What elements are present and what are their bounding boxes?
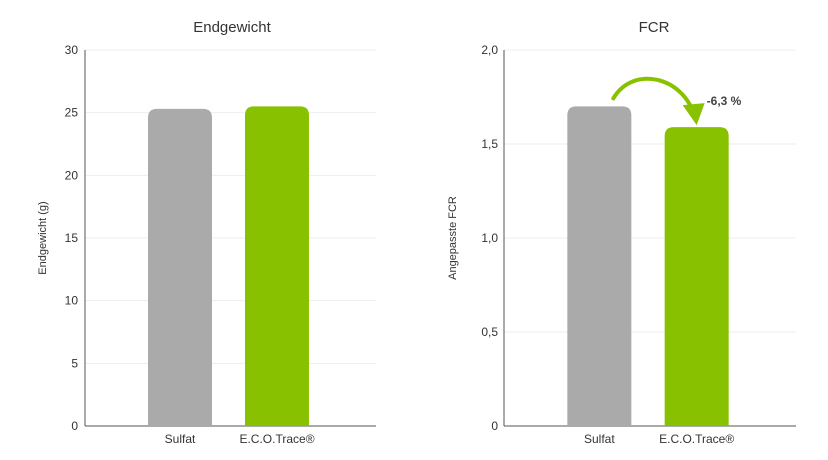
y-tick-label: 25 <box>65 106 79 120</box>
bar-2 <box>245 106 309 427</box>
x-tick-label: E.C.O.Trace® <box>659 432 734 446</box>
bar-1 <box>148 108 212 426</box>
y-axis-label: Endgewicht (g) <box>37 201 49 274</box>
bar-2 <box>664 127 729 426</box>
chart-title: Endgewicht <box>193 19 271 36</box>
annotation-arrow-head <box>682 103 705 126</box>
y-tick-label: 20 <box>65 168 79 182</box>
y-tick-label: 10 <box>65 294 79 308</box>
y-axis-label: Angepasste FCR <box>447 196 459 280</box>
y-tick-label: 0 <box>491 419 498 433</box>
y-tick-label: 5 <box>71 356 78 370</box>
x-tick-label: E.C.O.Trace® <box>239 432 314 446</box>
y-tick-label: 1,0 <box>481 231 498 245</box>
y-tick-label: 1,5 <box>481 137 498 151</box>
y-tick-label: 15 <box>65 231 79 245</box>
x-tick-label: Sulfat <box>165 432 196 446</box>
annotation-label: -6,3 % <box>707 94 742 108</box>
x-tick-label: Sulfat <box>584 432 615 446</box>
y-tick-label: 0 <box>71 419 78 433</box>
chart-panel-1: 0 5 10 15 20 25 30 Sulfat E.C.O.Trace® Endgewicht… <box>37 19 376 446</box>
y-tick-label: 2,0 <box>481 43 498 57</box>
chart-title: FCR <box>639 19 670 36</box>
y-tick-label: 30 <box>65 43 79 57</box>
y-tick-label: 0,5 <box>481 325 498 339</box>
bar-1 <box>567 106 632 427</box>
chart-panel-2: 0 0,5 1,0 1,5 2,0 Sulfat E.C.O.Trace® FCR Angepa… <box>447 19 796 446</box>
